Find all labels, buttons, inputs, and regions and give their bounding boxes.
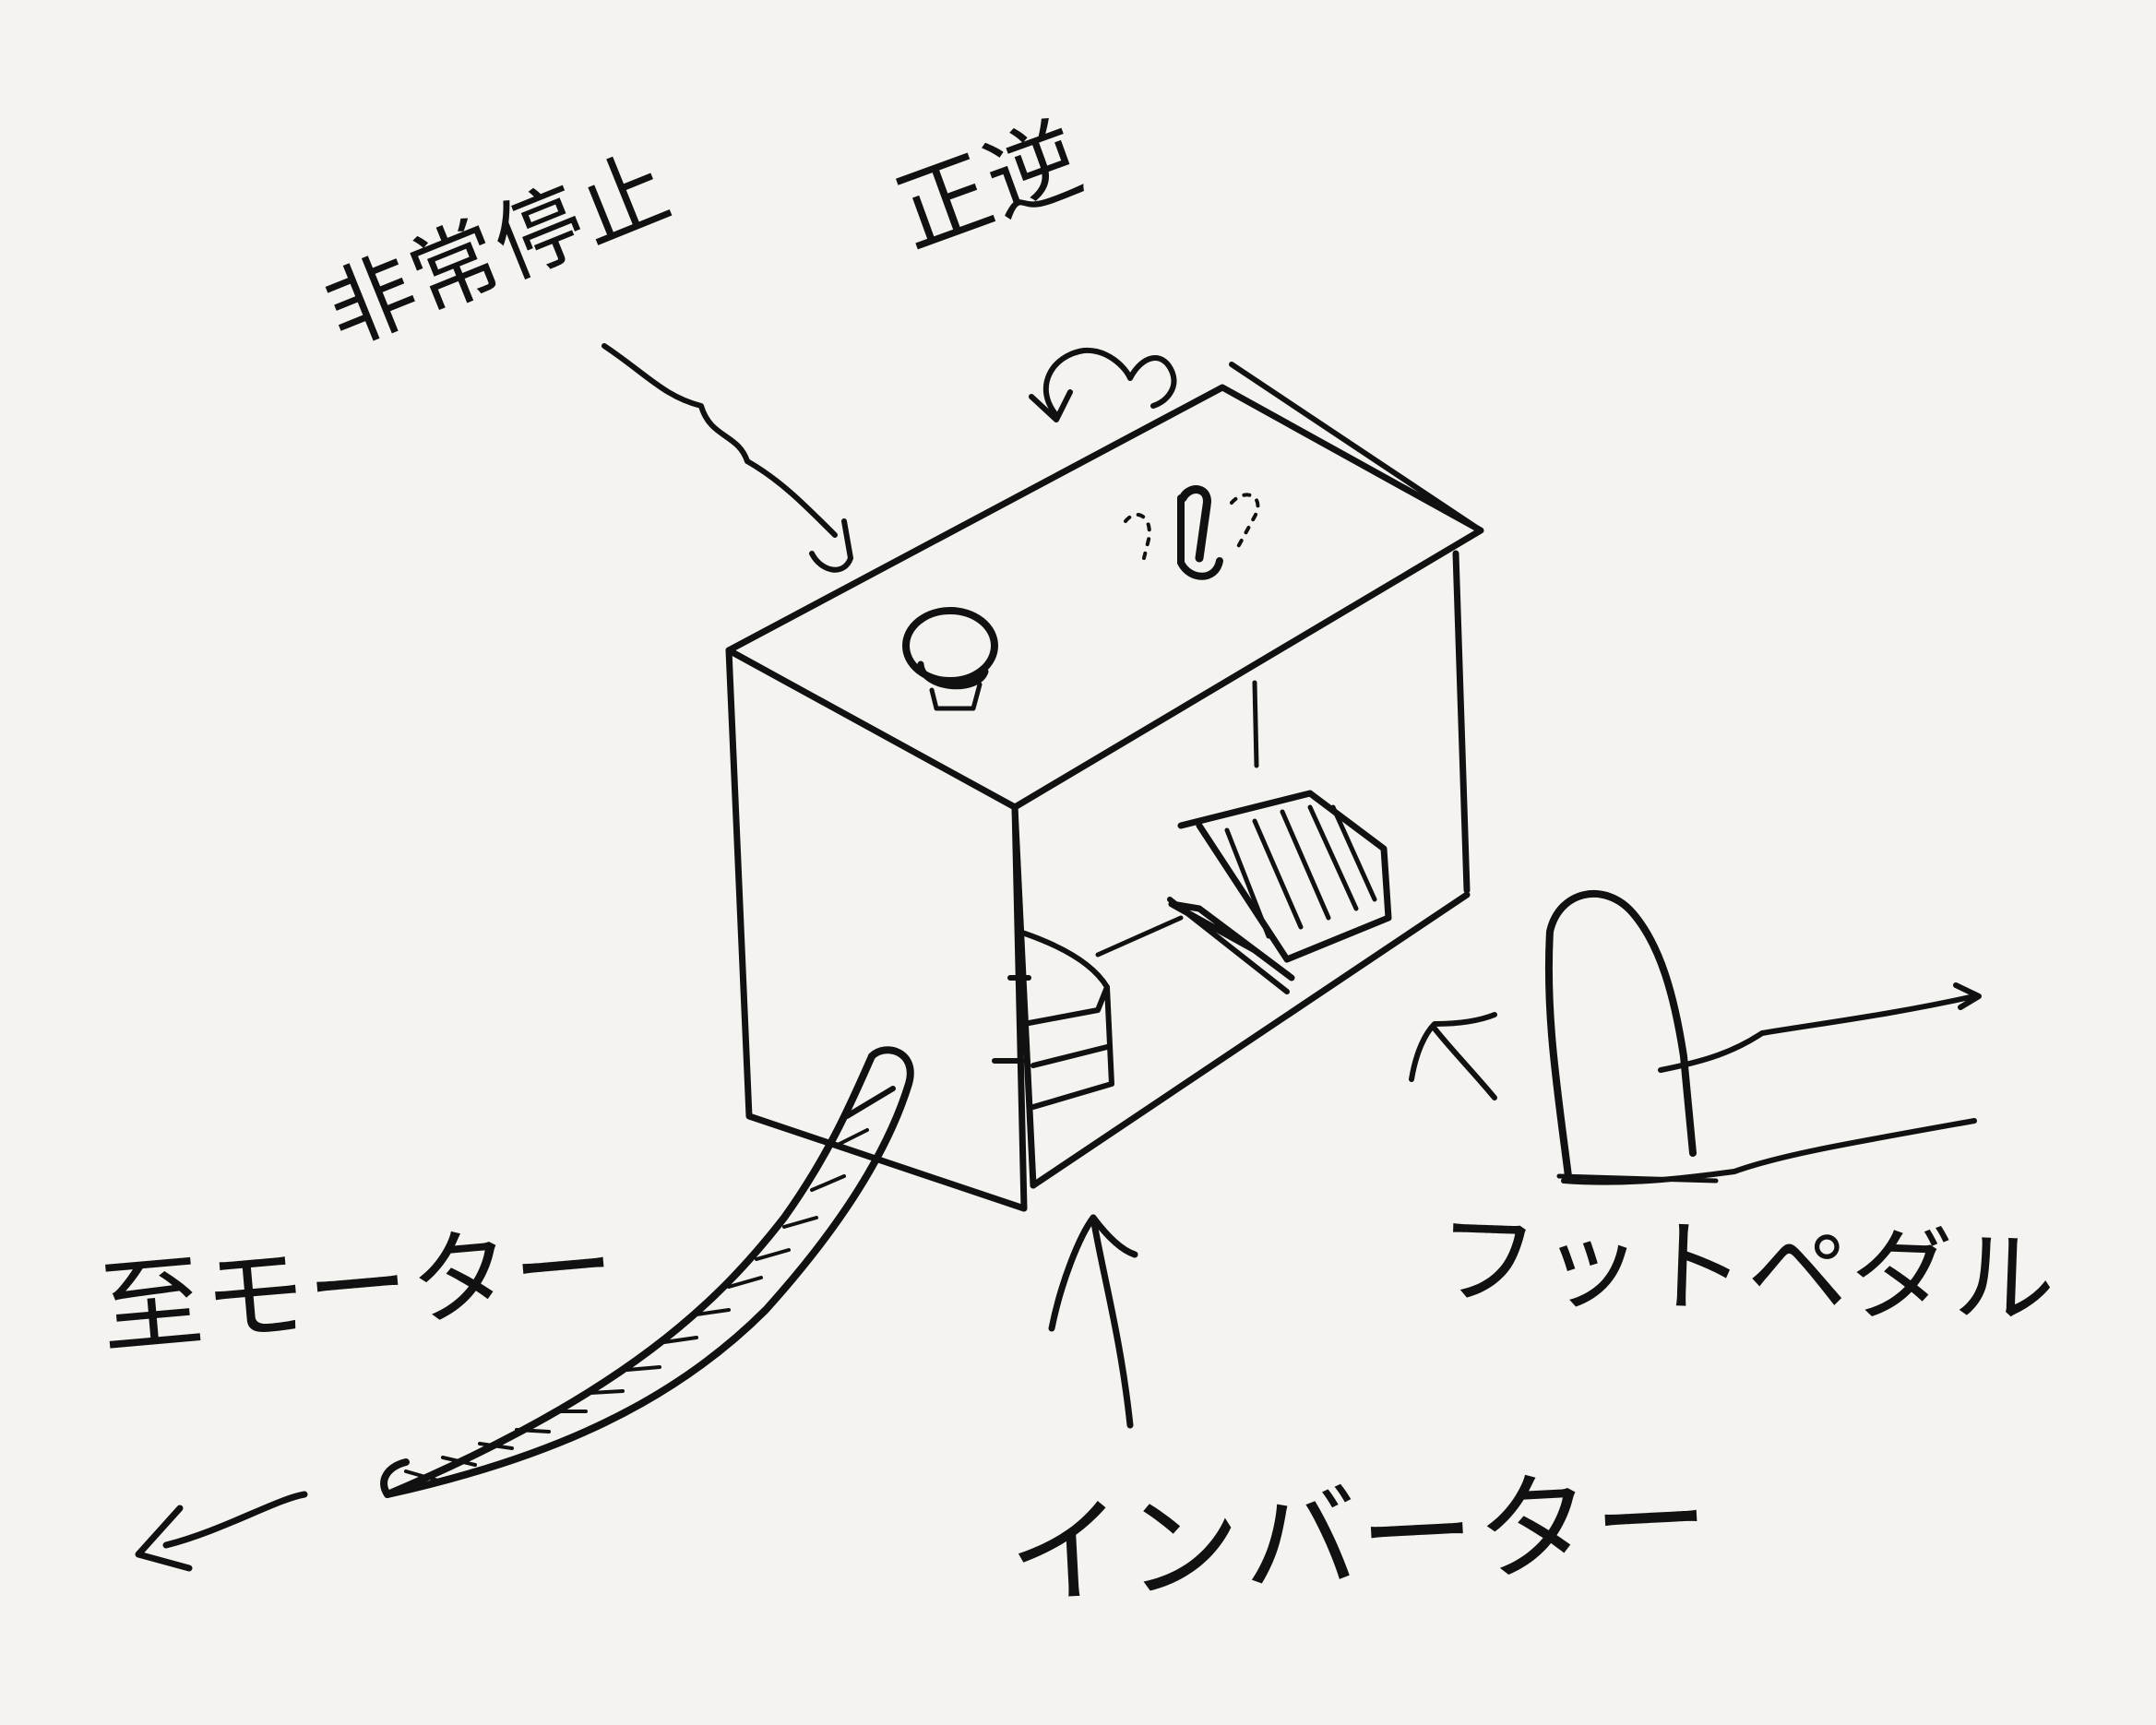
box-back-edge [1229, 362, 1483, 533]
box-right-face [1011, 803, 1037, 1189]
foot-pedal-icon [1544, 889, 1982, 1185]
terminal-block [992, 929, 1114, 1110]
to-motor-arrow [135, 1491, 308, 1572]
inverter-label: インバーター [1005, 1453, 1715, 1624]
inner-shelf [1095, 915, 1184, 958]
emergency-stop-button-icon [902, 607, 998, 711]
toggle-switch-icon [1124, 485, 1260, 580]
rotate-arrow-icon [1029, 347, 1177, 422]
box-top-face [725, 384, 1484, 811]
control-box [725, 362, 1484, 1212]
box-bottom-right [1030, 891, 1471, 1189]
box-right-edge [1452, 550, 1471, 894]
motor-cable [380, 1046, 914, 1498]
inverter-component [1167, 790, 1392, 994]
emergency-stop-pointer-arrow [602, 343, 853, 573]
inverter-pointer-arrow [1048, 1214, 1138, 1429]
box-left-face [725, 647, 1028, 1212]
foot-pedal-label: フットペダル [1435, 1200, 2059, 1340]
pedal-pointer-arrow [1409, 1012, 1497, 1100]
inner-post [1252, 680, 1259, 768]
